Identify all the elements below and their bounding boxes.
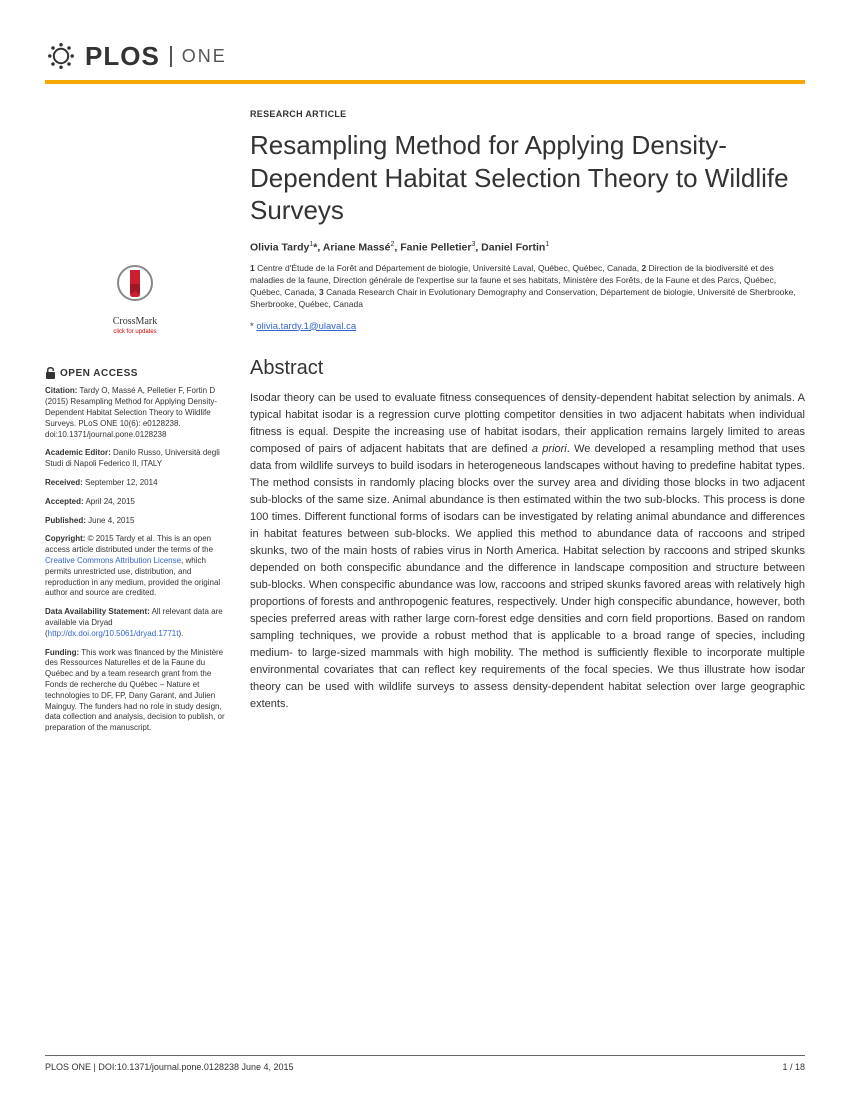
divider-bar <box>45 80 805 84</box>
data-availability-block: Data Availability Statement: All relevan… <box>45 607 225 639</box>
authors: Olivia Tardy1*, Ariane Massé2, Fanie Pel… <box>250 241 805 254</box>
article-title: Resampling Method for Applying Density-D… <box>250 129 805 227</box>
sidebar: CrossMark click for updates OPEN ACCESS … <box>45 109 225 742</box>
crossmark-widget[interactable]: CrossMark click for updates <box>45 264 225 336</box>
crossmark-icon <box>116 264 154 308</box>
main-content: RESEARCH ARTICLE Resampling Method for A… <box>250 109 805 742</box>
page-footer: PLOS ONE | DOI:10.1371/journal.pone.0128… <box>45 1055 805 1072</box>
article-type: RESEARCH ARTICLE <box>250 109 805 119</box>
abstract-heading: Abstract <box>250 357 805 380</box>
corresp-email-link[interactable]: olivia.tardy.1@ulaval.ca <box>256 321 356 332</box>
cc-license-link[interactable]: Creative Commons Attribution License <box>45 556 181 565</box>
journal-sub: ONE <box>170 46 227 67</box>
editor-block: Academic Editor: Danilo Russo, Universit… <box>45 448 225 470</box>
accepted-block: Accepted: April 24, 2015 <box>45 497 225 508</box>
affiliations: 1 Centre d'Étude de la Forêt and Départe… <box>250 263 805 311</box>
journal-name: PLOS <box>85 41 160 72</box>
page-number: 1 / 18 <box>782 1062 805 1072</box>
corresponding-author: * olivia.tardy.1@ulaval.ca <box>250 321 805 332</box>
plos-logo-icon <box>45 40 77 72</box>
funding-block: Funding: This work was financed by the M… <box>45 648 225 734</box>
published-block: Published: June 4, 2015 <box>45 516 225 527</box>
open-access-label: OPEN ACCESS <box>60 367 138 381</box>
citation-block: Citation: Tardy O, Massé A, Pelletier F,… <box>45 386 225 440</box>
lock-icon <box>45 366 56 380</box>
dryad-link[interactable]: http://dx.doi.org/10.5061/dryad.1771t <box>48 629 179 638</box>
crossmark-label: CrossMark <box>45 315 225 329</box>
crossmark-sub: click for updates <box>45 328 225 336</box>
journal-header: PLOS ONE <box>45 40 805 72</box>
received-block: Received: September 12, 2014 <box>45 478 225 489</box>
abstract-text: Isodar theory can be used to evaluate fi… <box>250 390 805 714</box>
copyright-block: Copyright: © 2015 Tardy et al. This is a… <box>45 534 225 599</box>
footer-citation: PLOS ONE | DOI:10.1371/journal.pone.0128… <box>45 1062 294 1072</box>
